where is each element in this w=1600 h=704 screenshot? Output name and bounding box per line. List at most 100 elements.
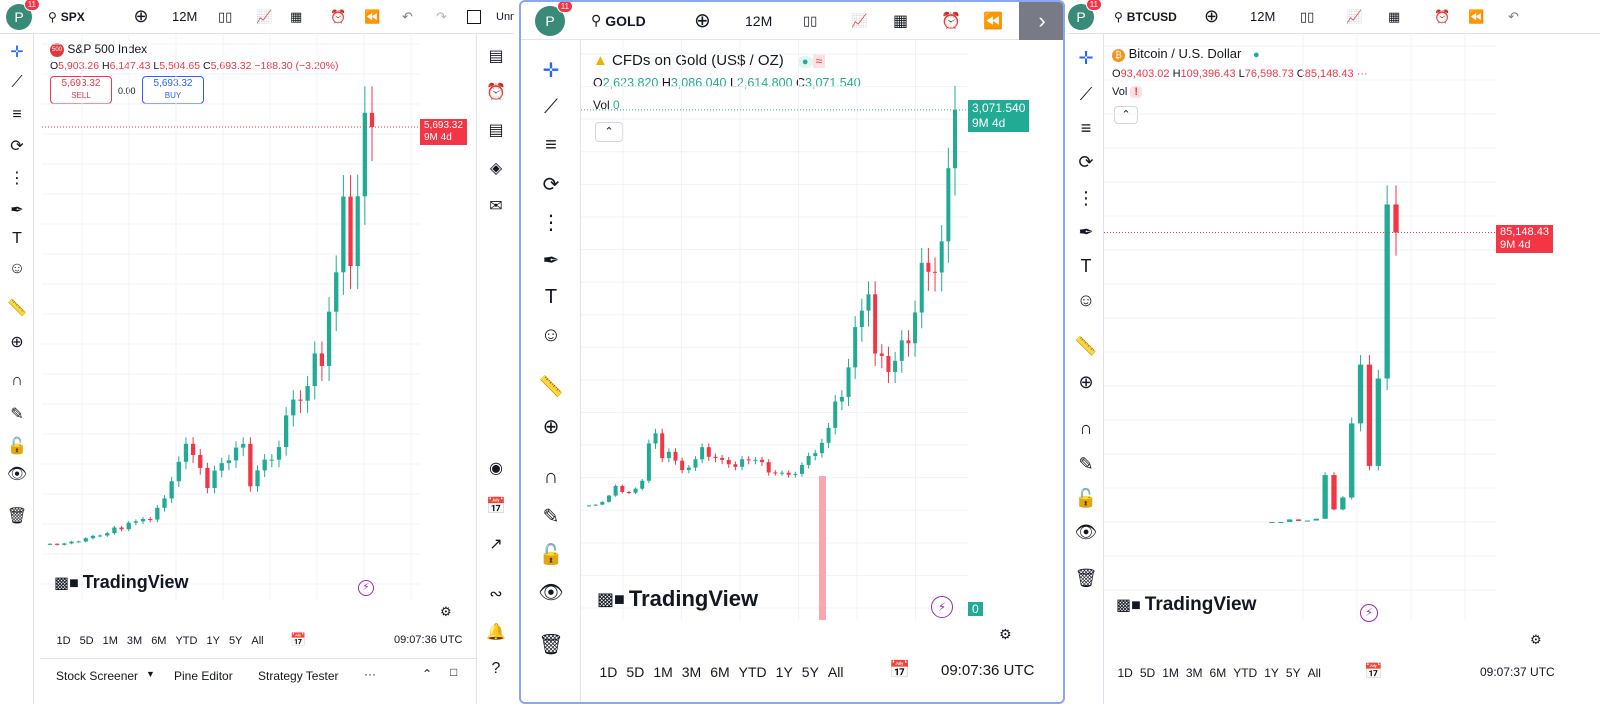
market-open-dot-icon[interactable]: ● [797,56,813,68]
add-symbol-icon[interactable]: ⊕ [1204,6,1220,26]
range-button-5d[interactable]: 5D [79,635,94,647]
collapse-legend-button[interactable]: ⌃ [1114,106,1138,124]
indicators-icon[interactable]: 📈 [851,12,868,28]
notification-bell-icon[interactable]: 🔔 [486,624,506,641]
trash-icon[interactable]: 🗑 [538,634,564,656]
lightning-icon[interactable]: ⚡ [1360,604,1378,622]
eye-icon[interactable]: 👁 [538,582,564,604]
add-symbol-icon[interactable]: ⊕ [133,6,149,26]
replay-icon[interactable]: ⏪ [1468,8,1485,24]
layouts-icon[interactable]: ▦ [1388,8,1401,24]
text-icon[interactable]: T [1080,256,1092,276]
layouts-icon[interactable]: ▦ [893,12,909,30]
trendline-icon[interactable]: ⟋ [544,96,558,118]
volume-warning-icon[interactable]: ! [1130,86,1143,98]
range-button-1d[interactable]: 1D [1117,666,1133,680]
range-button-5d[interactable]: 5D [626,664,645,680]
emoji-icon[interactable]: ☺ [1076,290,1096,310]
alert-icon[interactable]: ⏰ [941,12,961,30]
pattern-icon[interactable]: ⟳ [1078,152,1094,172]
symbol-search-button[interactable]: ⚲ SPX [48,10,85,24]
replay-icon[interactable]: ⏪ [364,8,381,24]
stock-screener-tab[interactable]: Stock Screener [56,669,139,683]
magnet-icon[interactable]: ∩ [11,372,23,389]
range-button-6m[interactable]: 6M [710,664,730,680]
zoom-icon[interactable]: ⊕ [10,334,24,351]
layers-icon[interactable]: ◈ [489,160,503,177]
trash-icon[interactable]: 🗑 [6,508,28,525]
zoom-icon[interactable]: ⊕ [542,416,560,438]
range-button-5y[interactable]: 5Y [1285,666,1301,680]
chart-line-icon[interactable]: ↗ [489,536,503,553]
ruler-icon[interactable]: 📏 [7,300,27,317]
layouts-icon[interactable]: ▦ [290,8,303,24]
redo-icon[interactable]: ↷ [436,8,447,24]
crosshair-icon[interactable]: ✛ [10,44,24,61]
clock-time[interactable]: 09:07:36 UTC [394,634,463,646]
range-button-ytd[interactable]: YTD [1233,666,1258,680]
indicators-icon[interactable]: 📈 [256,8,273,24]
range-button-1m[interactable]: 1M [1162,666,1179,680]
goto-date-icon[interactable]: 📅 [1364,663,1383,680]
calendar-icon[interactable]: 📅 [486,498,506,515]
fib-icon[interactable]: ≡ [1080,118,1092,138]
brush-icon[interactable]: ✒ [10,202,24,219]
forecast-icon[interactable]: ⋮ [9,170,25,187]
undo-icon[interactable]: ↶ [1508,8,1519,24]
range-button-3m[interactable]: 3M [1185,666,1203,680]
help-icon[interactable]: ? [491,660,501,677]
target-icon[interactable]: ◉ [489,460,503,477]
avatar[interactable]: P 11 [535,2,573,36]
interval-button[interactable]: 12M [172,9,198,24]
range-button-5d[interactable]: 5D [1139,666,1156,680]
settings-icon[interactable]: ⚙ [999,626,1012,642]
text-icon[interactable]: T [12,230,22,247]
goto-date-icon[interactable]: 📅 [290,632,307,647]
avatar[interactable]: P 11 [6,0,40,30]
crosshair-icon[interactable]: ✛ [542,60,560,82]
emoji-icon[interactable]: ☺ [8,260,26,277]
forecast-icon[interactable]: ⋮ [1077,188,1095,208]
lightning-icon[interactable]: ⚡ [931,596,953,618]
time-axis[interactable] [581,626,969,646]
lock-icon[interactable]: 🔓 [538,544,564,566]
clock-time[interactable]: 09:07:37 UTC [1480,665,1555,679]
add-symbol-icon[interactable]: ⊕ [694,10,711,32]
zoom-icon[interactable]: ⊕ [1078,372,1094,392]
fib-icon[interactable]: ≡ [545,134,557,156]
range-button-5y[interactable]: 5Y [801,664,819,680]
forecast-icon[interactable]: ⋮ [541,212,561,234]
delayed-data-icon[interactable]: ≈ [812,54,826,68]
lock-drawings-icon[interactable]: ✎ [10,406,24,423]
trendline-icon[interactable]: ⟋ [11,74,23,91]
range-button-6m[interactable]: 6M [151,635,167,647]
magnet-icon[interactable]: ∩ [1079,418,1093,438]
lock-drawings-icon[interactable]: ✎ [542,506,560,528]
pattern-icon[interactable]: ⟳ [10,138,24,155]
trendline-icon[interactable]: ⟋ [1079,84,1093,104]
undo-icon[interactable]: ↶ [402,8,413,24]
range-button-3m[interactable]: 3M [126,635,143,647]
btc-price-plot[interactable] [1104,34,1496,620]
fib-icon[interactable]: ≡ [12,106,22,123]
range-button-5y[interactable]: 5Y [228,635,243,647]
clock-time[interactable]: 09:07:36 UTC [941,662,1035,679]
brush-icon[interactable]: ✒ [1078,222,1094,242]
eye-icon[interactable]: 👁 [1074,522,1098,542]
eye-icon[interactable]: 👁 [6,466,28,483]
fullscreen-icon[interactable] [467,9,481,24]
candles-icon[interactable]: ▯▯ [218,8,233,24]
brush-icon[interactable]: ✒ [542,250,560,272]
range-button-1m[interactable]: 1M [653,664,673,680]
settings-icon[interactable]: ⚙ [1530,632,1542,647]
ruler-icon[interactable]: 📏 [538,376,564,398]
range-button-1y[interactable]: 1Y [775,664,793,680]
range-button-1y[interactable]: 1Y [206,635,220,647]
avatar[interactable]: P 11 [1068,0,1102,30]
spx-price-plot[interactable] [42,34,420,600]
range-button-6m[interactable]: 6M [1209,666,1227,680]
interval-button[interactable]: 12M [745,12,773,29]
lock-icon[interactable]: 🔓 [7,438,27,455]
strategy-tester-tab[interactable]: Strategy Tester [258,669,339,683]
range-button-3m[interactable]: 3M [681,664,702,680]
